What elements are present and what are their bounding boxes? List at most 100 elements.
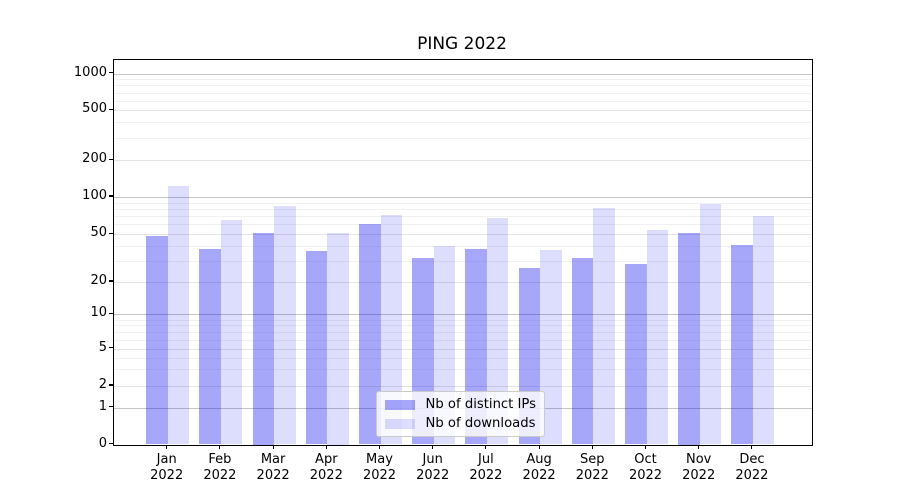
bar-downloads xyxy=(220,220,243,445)
bar-distinct-ips xyxy=(305,251,328,445)
x-tick-mark xyxy=(698,444,700,449)
bar-downloads xyxy=(646,230,668,445)
y-tick-label: 100 xyxy=(82,188,107,203)
y-tick-label: 10 xyxy=(90,305,107,321)
y-tick-mark xyxy=(108,312,113,314)
legend-swatch-downloads xyxy=(384,418,415,429)
gridline-minor xyxy=(114,224,812,226)
x-tick-mark xyxy=(432,444,434,449)
bar-distinct-ips xyxy=(252,233,275,445)
gridline-minor xyxy=(114,122,812,124)
gridline xyxy=(114,234,812,236)
y-tick-label: 1000 xyxy=(73,64,107,80)
bar-distinct-ips xyxy=(625,264,647,445)
bar-distinct-ips xyxy=(571,257,594,445)
y-tick-label: 20 xyxy=(90,273,107,288)
gridline-minor xyxy=(114,325,812,327)
gridline-minor xyxy=(114,260,812,262)
bar-downloads xyxy=(486,217,509,445)
gridline-minor xyxy=(114,357,812,359)
legend-item-distinct-ips: Nb of distinct IPs xyxy=(377,395,544,414)
y-tick-mark xyxy=(108,384,113,386)
x-tick-label: May 2022 xyxy=(362,452,397,483)
gridline-minor xyxy=(114,92,812,94)
y-tick-label: 200 xyxy=(82,151,107,167)
bar-distinct-ips xyxy=(678,233,700,445)
x-tick-mark xyxy=(538,444,540,449)
x-tick-mark xyxy=(591,444,593,449)
y-tick-label: 0 xyxy=(98,435,107,451)
x-tick-label: Oct 2022 xyxy=(628,452,663,483)
gridline-minor xyxy=(114,319,812,321)
x-tick-label: Nov 2022 xyxy=(682,452,716,483)
x-tick-mark xyxy=(378,444,381,449)
y-tick-mark xyxy=(108,158,113,160)
legend-item-downloads: Nb of downloads xyxy=(377,414,544,433)
bar-downloads xyxy=(752,216,775,445)
gridline-major xyxy=(114,73,812,75)
y-tick-mark xyxy=(108,232,113,234)
gridline-minor xyxy=(114,79,812,81)
legend: Nb of distinct IPs Nb of downloads xyxy=(375,391,545,437)
x-tick-label: Dec 2022 xyxy=(735,452,769,483)
gridline-minor xyxy=(114,245,812,247)
bar-distinct-ips xyxy=(731,244,753,445)
plot-area xyxy=(113,59,813,446)
legend-label-downloads: Nb of downloads xyxy=(425,415,536,431)
x-tick-label: Aug 2022 xyxy=(522,452,556,483)
bar-distinct-ips xyxy=(359,224,381,445)
bar-distinct-ips xyxy=(199,248,221,445)
gridline-minor xyxy=(114,85,812,87)
legend-swatch-distinct-ips xyxy=(384,399,415,410)
y-tick-mark xyxy=(108,406,113,408)
legend-label-distinct-ips: Nb of distinct IPs xyxy=(425,396,537,412)
x-tick-label: Jul 2022 xyxy=(469,452,503,483)
x-tick-mark xyxy=(272,444,274,449)
y-tick-label: 5 xyxy=(98,339,107,355)
x-tick-label: Mar 2022 xyxy=(256,452,290,483)
x-tick-mark xyxy=(751,444,753,449)
bar-downloads xyxy=(167,186,190,445)
x-tick-mark xyxy=(219,444,221,449)
x-tick-mark xyxy=(325,444,327,449)
chart-title: PING 2022 xyxy=(417,34,507,54)
gridline-minor xyxy=(114,209,812,210)
x-tick-label: Feb 2022 xyxy=(203,452,237,483)
gridline xyxy=(114,160,812,162)
bar-downloads xyxy=(327,233,349,445)
bar-distinct-ips xyxy=(146,236,168,445)
x-tick-label: Jan 2022 xyxy=(150,452,184,483)
gridline xyxy=(114,348,812,350)
gridline-minor xyxy=(114,339,812,341)
y-tick-mark xyxy=(108,280,113,282)
y-tick-mark xyxy=(108,347,113,349)
gridline-major xyxy=(114,314,812,316)
gridline-minor xyxy=(114,100,812,102)
gridline xyxy=(114,282,812,283)
x-tick-mark xyxy=(485,444,487,449)
x-tick-mark xyxy=(644,444,647,449)
y-tick-mark xyxy=(108,195,113,197)
x-tick-mark xyxy=(166,444,168,449)
y-tick-label: 50 xyxy=(90,225,107,241)
y-tick-label: 500 xyxy=(82,101,107,117)
gridline-minor xyxy=(114,331,812,333)
y-tick-label: 1 xyxy=(98,398,107,414)
y-tick-label: 2 xyxy=(98,377,107,392)
bar-downloads xyxy=(540,249,562,445)
bar-downloads xyxy=(593,208,615,445)
gridline-minor xyxy=(114,138,812,140)
y-tick-mark xyxy=(108,108,113,110)
gridline-minor xyxy=(114,369,812,371)
y-tick-mark xyxy=(108,442,113,445)
bar-downloads xyxy=(699,203,722,445)
gridline-major xyxy=(114,197,812,198)
x-tick-label: Jun 2022 xyxy=(416,452,450,483)
gridline xyxy=(114,110,812,112)
gridline-minor xyxy=(114,216,812,218)
x-tick-label: Sep 2022 xyxy=(575,452,609,483)
bar-downloads xyxy=(380,214,402,445)
gridline-minor xyxy=(114,202,812,204)
y-tick-mark xyxy=(108,72,113,74)
